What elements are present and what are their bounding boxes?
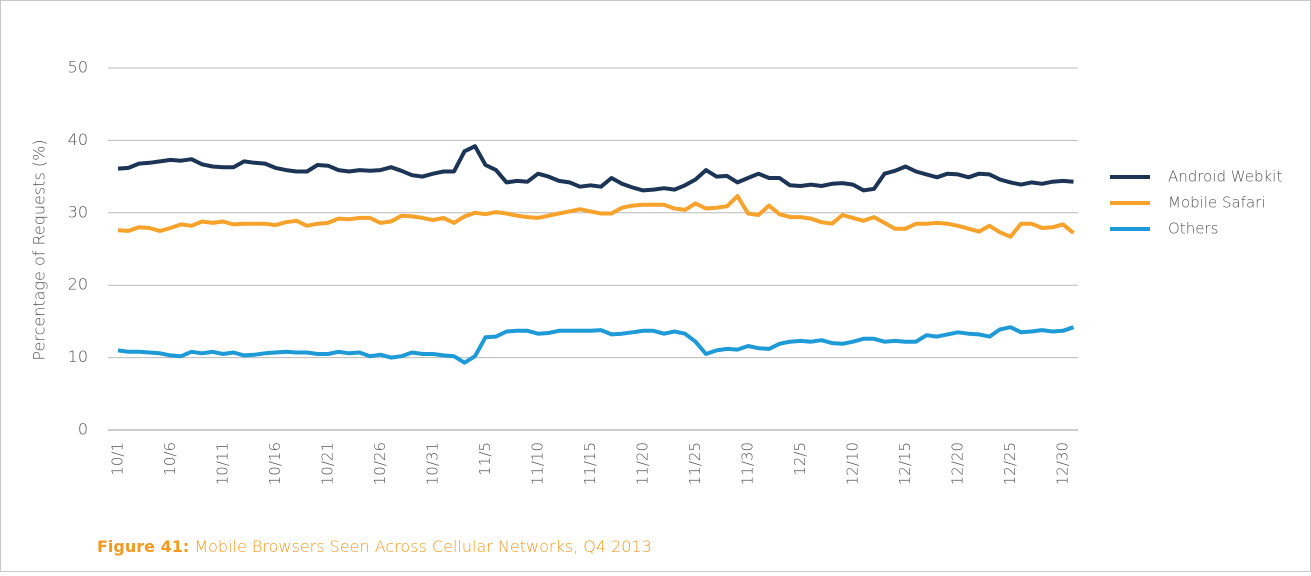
legend-label: Others [1168, 220, 1218, 238]
figure-label: Figure 41: [97, 537, 189, 556]
y-tick-label: 40 [68, 130, 88, 149]
x-tick-label: 10/6 [161, 442, 179, 476]
x-tick-label: 12/30 [1054, 442, 1072, 485]
x-tick-label: 11/25 [686, 442, 704, 485]
legend-label: Mobile Safari [1168, 194, 1266, 212]
x-tick-label: 12/15 [896, 442, 914, 485]
x-tick-label: 12/10 [844, 442, 862, 485]
y-tick-label: 10 [68, 347, 88, 366]
legend-label: Android Webkit [1168, 168, 1282, 186]
x-tick-label: 11/10 [529, 442, 547, 485]
x-tick-label: 10/26 [371, 442, 389, 485]
x-tick-label: 10/16 [266, 442, 284, 485]
x-tick-label: 10/11 [214, 442, 232, 485]
x-tick-label: 10/21 [319, 442, 337, 485]
x-tick-label: 11/15 [581, 442, 599, 485]
x-tick-label: 11/30 [739, 442, 757, 485]
x-tick-label: 11/20 [634, 442, 652, 485]
caption-title: Mobile Browsers Seen Across Cellular Net… [194, 537, 651, 556]
x-tick-label: 12/20 [949, 442, 967, 485]
x-tick-label: 10/31 [424, 442, 442, 485]
x-tick-label: 12/25 [1001, 442, 1019, 485]
x-tick-label: 11/5 [476, 442, 494, 476]
series-line [117, 144, 1074, 193]
series-line [117, 325, 1075, 365]
x-tick-label: 12/5 [791, 442, 809, 476]
series-line [117, 194, 1075, 239]
y-tick-label: 0 [78, 420, 88, 439]
caption: Figure 41: Mobile Browsers Seen Across C… [97, 537, 652, 556]
y-axis-label: Percentage of Requests (%) [30, 139, 49, 360]
y-tick-label: 30 [68, 202, 88, 221]
y-tick-label: 50 [68, 58, 88, 77]
x-tick-label: 10/1 [109, 442, 127, 476]
y-tick-label: 20 [68, 275, 88, 294]
